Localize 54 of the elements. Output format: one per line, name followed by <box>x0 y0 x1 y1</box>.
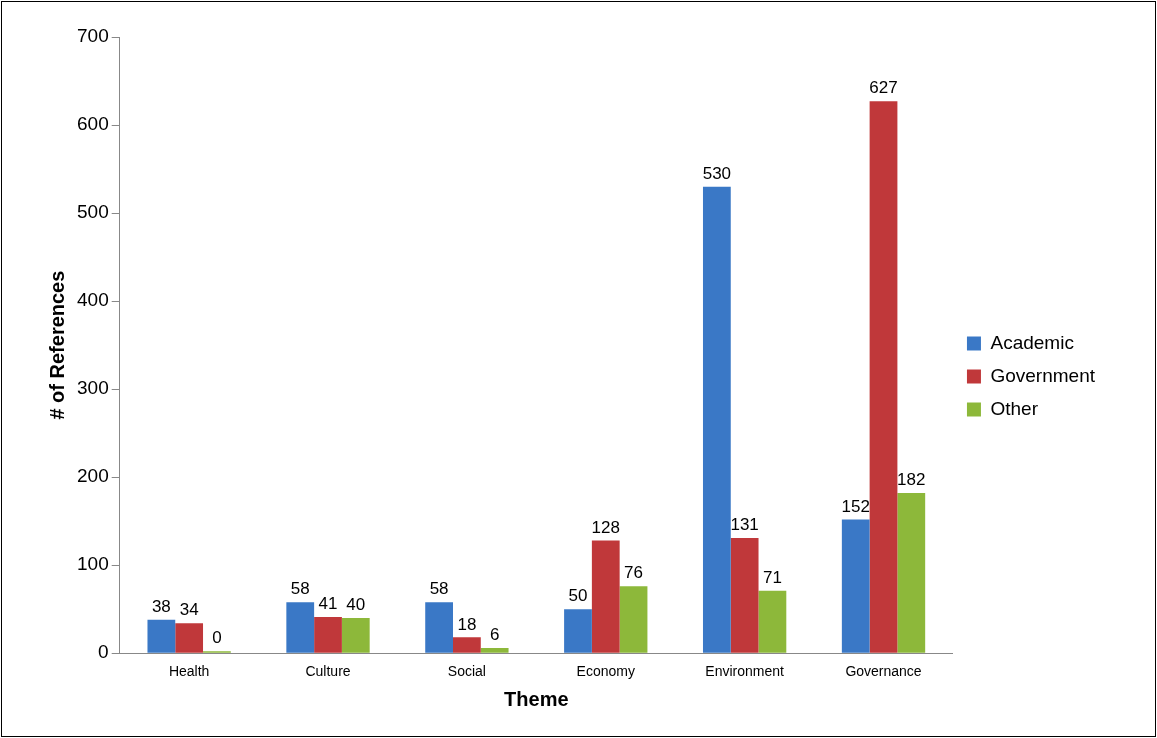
data-label: 0 <box>212 628 222 648</box>
x-tick-label: Governance <box>845 663 922 680</box>
y-tick-label: 700 <box>77 25 109 47</box>
bar <box>702 186 731 653</box>
x-axis-title: Theme <box>504 687 569 710</box>
bar <box>591 540 620 653</box>
bar <box>147 619 176 653</box>
y-tick-label: 300 <box>77 377 109 399</box>
y-tick-label: 100 <box>77 553 109 575</box>
data-label: 182 <box>897 470 926 490</box>
x-tick-label: Economy <box>576 663 635 680</box>
legend-label: Academic <box>990 331 1074 353</box>
data-label: 128 <box>591 517 620 537</box>
x-tick-label: Culture <box>305 663 351 680</box>
data-label: 627 <box>869 78 898 98</box>
x-tick-label: Social <box>447 663 486 680</box>
bar <box>286 602 315 653</box>
data-label: 50 <box>568 586 588 606</box>
bar <box>480 647 509 653</box>
data-label: 152 <box>841 496 870 516</box>
bar <box>619 586 648 653</box>
bar <box>897 492 926 653</box>
bar <box>841 519 870 653</box>
data-label: 41 <box>318 594 338 614</box>
y-tick-label: 0 <box>98 641 109 663</box>
y-tick-label: 500 <box>77 201 109 223</box>
bar <box>341 617 370 653</box>
legend-label: Other <box>990 397 1039 419</box>
data-label: 40 <box>346 595 366 615</box>
data-label: 58 <box>429 579 449 599</box>
bar <box>758 590 787 653</box>
data-label: 34 <box>179 600 199 620</box>
y-axis-title: # of References <box>45 270 68 420</box>
bar <box>869 101 898 653</box>
bar <box>453 637 481 653</box>
y-tick-label: 600 <box>77 113 109 135</box>
x-tick-label: Environment <box>705 663 785 680</box>
bar <box>175 623 204 653</box>
data-label: 131 <box>730 515 759 535</box>
y-tick-label: 200 <box>77 465 109 487</box>
data-label: 38 <box>151 596 171 616</box>
bar <box>564 609 592 653</box>
data-label: 6 <box>489 625 500 645</box>
data-label: 530 <box>702 163 732 183</box>
bar <box>730 537 759 653</box>
legend-label: Government <box>990 364 1096 386</box>
x-tick-label: Health <box>168 663 210 680</box>
y-tick-label: 400 <box>77 289 109 311</box>
data-label: 58 <box>290 579 310 599</box>
data-label: 76 <box>624 563 643 583</box>
bar <box>425 602 453 653</box>
data-label: 18 <box>457 614 477 634</box>
data-label: 71 <box>762 567 782 587</box>
bar <box>314 617 342 653</box>
